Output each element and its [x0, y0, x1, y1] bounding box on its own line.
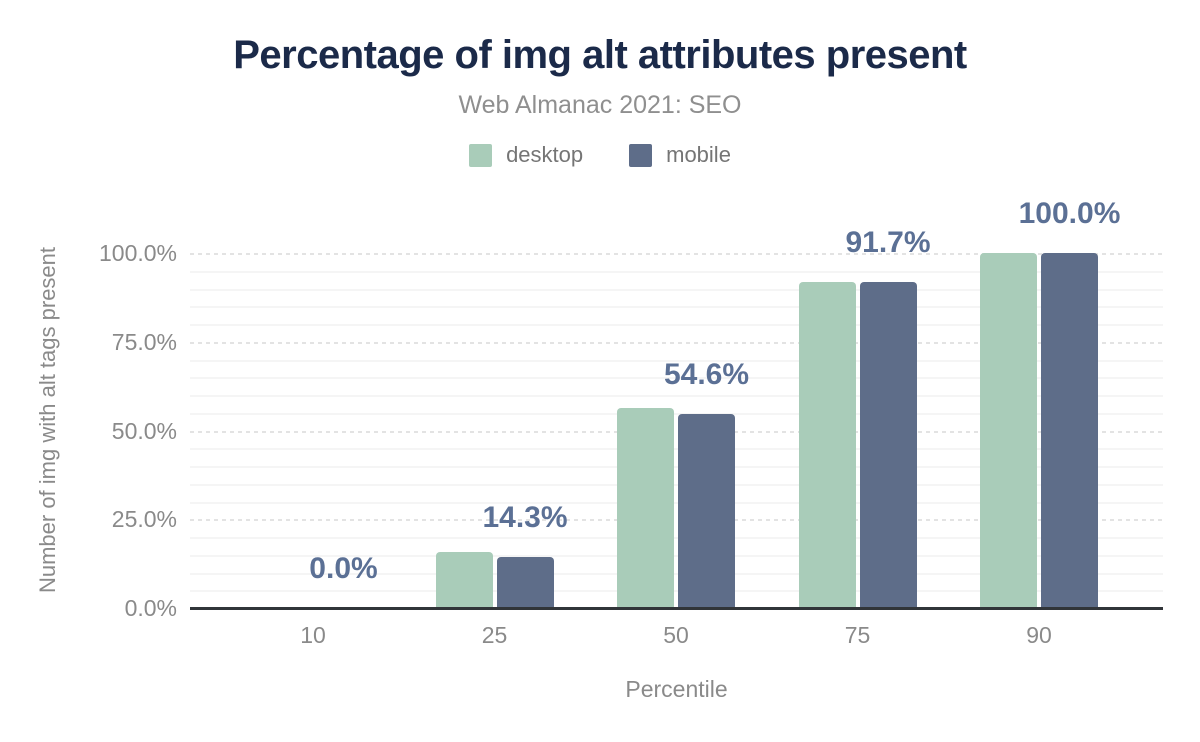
x-tick-90: 90	[1026, 622, 1052, 648]
legend: desktop mobile	[0, 142, 1200, 168]
y-tick-75.0%: 75.0%	[111, 328, 177, 355]
plot-area: 0.0% 14.3% 54.6% 91.7% 100.0%	[190, 199, 1163, 608]
gridline-minor	[190, 395, 1163, 397]
gridline-minor	[190, 359, 1163, 362]
legend-item-desktop: desktop	[469, 142, 583, 168]
gridline-minor	[190, 466, 1163, 468]
legend-item-mobile: mobile	[629, 142, 731, 168]
legend-swatch-desktop	[469, 143, 493, 167]
x-axis-line	[190, 607, 1163, 610]
bar-mobile-p75	[859, 282, 917, 608]
gridline-minor	[190, 554, 1163, 557]
gridline-minor	[190, 270, 1163, 273]
x-axis-title: Percentile	[625, 676, 728, 702]
gridline-minor	[190, 324, 1163, 326]
gridline-minor	[190, 537, 1163, 539]
x-tick-10: 10	[300, 622, 326, 648]
value-label-p10: 0.0%	[309, 552, 378, 585]
value-label-p25: 14.3%	[482, 501, 568, 535]
bar-mobile-p90	[1041, 253, 1098, 608]
x-tick-50: 50	[663, 622, 689, 648]
bar-mobile-p25	[496, 557, 554, 608]
gridline-minor	[190, 306, 1163, 309]
y-tick-0.0%: 0.0%	[124, 595, 177, 621]
x-tick-75: 75	[844, 622, 871, 648]
value-label-p90: 100.0%	[1018, 197, 1121, 230]
value-label-p75: 91.7%	[845, 226, 931, 260]
gridline-minor	[190, 288, 1163, 291]
x-tick-25: 25	[481, 622, 508, 648]
legend-label-mobile: mobile	[666, 142, 731, 167]
bar-desktop-p25	[435, 551, 493, 608]
y-tick-100.0%: 100.0%	[98, 240, 177, 266]
gridline-major	[190, 341, 1163, 344]
gridline-major	[190, 253, 1163, 255]
gridline-minor	[190, 590, 1163, 593]
bar-desktop-p75	[798, 281, 856, 608]
gridline-major	[190, 430, 1163, 433]
chart-title: Percentage of img alt attributes present	[233, 33, 967, 77]
chart-subtitle: Web Almanac 2021: SEO	[458, 91, 742, 119]
gridline-minor	[190, 483, 1163, 486]
y-tick-50.0%: 50.0%	[111, 417, 177, 444]
gridline-minor	[190, 412, 1163, 415]
legend-label-desktop: desktop	[506, 142, 584, 167]
value-label-p50: 54.6%	[663, 358, 750, 392]
gridline-minor	[190, 572, 1163, 575]
gridline-major	[190, 519, 1163, 522]
gridline-minor	[190, 501, 1163, 504]
y-tick-25.0%: 25.0%	[111, 506, 177, 533]
bar-mobile-p50	[678, 414, 735, 608]
gridline-minor	[190, 448, 1163, 451]
bar-desktop-p90	[980, 253, 1037, 608]
gridline-minor	[190, 377, 1163, 380]
bar-desktop-p50	[617, 408, 674, 608]
legend-swatch-mobile	[629, 143, 653, 167]
